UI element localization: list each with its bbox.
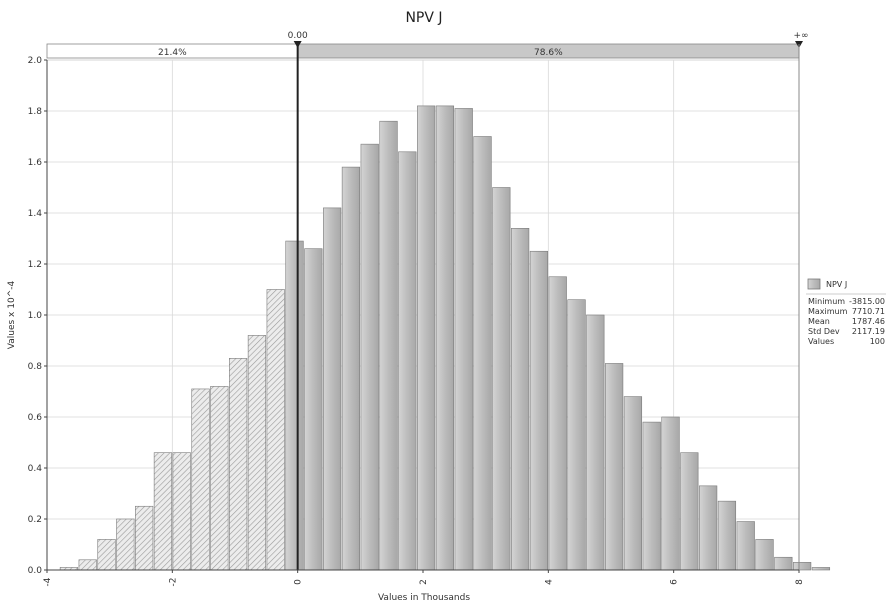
legend-stat-value: 1787.46 xyxy=(852,317,885,326)
y-tick-label: 1.4 xyxy=(28,209,43,219)
histogram-bar xyxy=(699,485,718,571)
histogram-bar xyxy=(341,166,361,571)
histogram-bar xyxy=(323,207,342,571)
histogram-bar xyxy=(473,136,492,571)
y-tick-label: 1.6 xyxy=(28,158,43,168)
histogram-bar xyxy=(285,240,304,571)
delimiter-bar: 21.4% 78.6% 0.00 +∞ xyxy=(46,31,809,570)
histogram-bar xyxy=(153,452,173,571)
legend-stat-label: Values xyxy=(808,337,834,346)
histogram-bar xyxy=(567,299,586,571)
legend-stat-label: Std Dev xyxy=(808,327,840,336)
histogram-bar xyxy=(717,500,737,571)
histogram-bar xyxy=(247,335,267,571)
histogram-bar xyxy=(661,416,680,571)
histogram-bar xyxy=(492,187,511,571)
x-tick-label: -2 xyxy=(168,578,178,587)
histogram-bar xyxy=(435,105,455,571)
histogram-bar xyxy=(605,363,624,571)
histogram-bar xyxy=(97,539,116,571)
delimiter-left-value: 0.00 xyxy=(288,31,308,41)
histogram-bar xyxy=(548,276,567,571)
histogram-bar xyxy=(191,388,210,571)
histogram-bar xyxy=(417,105,436,571)
chart-title: NPV J xyxy=(405,10,442,26)
legend-stat-label: Mean xyxy=(808,317,830,326)
histogram-bars xyxy=(59,105,831,571)
legend-swatch xyxy=(807,278,821,290)
histogram-bar xyxy=(680,452,699,571)
y-tick-label: 0.8 xyxy=(28,362,43,372)
histogram-bar xyxy=(116,518,135,571)
delimiter-left-percent: 21.4% xyxy=(158,48,187,58)
x-tick-label: 4 xyxy=(544,579,554,585)
y-tick-label: 1.8 xyxy=(28,107,43,117)
legend-stat-value: -3815.00 xyxy=(849,297,885,306)
x-axis-label: Values in Thousands xyxy=(378,593,470,603)
histogram-bar xyxy=(172,452,191,571)
y-tick-label: 0.4 xyxy=(28,464,43,474)
delimiter-right-value: +∞ xyxy=(793,31,808,41)
axes: 0.0 0.2 0.4 0.6 0.8 1.0 1.2 1.4 1.6 1.8 2.0 -4 -2 0 2 4… xyxy=(28,56,805,586)
y-tick-label: 1.0 xyxy=(28,311,43,321)
histogram-bar xyxy=(360,143,379,571)
histogram-bar xyxy=(78,559,97,571)
x-tick-label: 8 xyxy=(795,579,805,585)
histogram-bar xyxy=(642,421,661,571)
delimiter-right-percent: 78.6% xyxy=(534,48,563,58)
x-tick-label: 6 xyxy=(670,579,680,585)
y-tick-label: 1.2 xyxy=(28,260,42,270)
y-axis-label: Values x 10^-4 xyxy=(7,281,17,350)
legend-stat-label: Minimum xyxy=(808,297,845,306)
y-tick-label: 0.0 xyxy=(28,566,43,576)
x-tick-label: -4 xyxy=(43,577,53,586)
histogram-bar xyxy=(811,567,831,571)
x-tick-label: 2 xyxy=(419,579,429,585)
histogram-bar xyxy=(529,250,549,571)
y-tick-label: 0.6 xyxy=(28,413,43,423)
histogram-bar xyxy=(586,314,605,571)
histogram-bar xyxy=(755,539,774,571)
y-tick-label: 2.0 xyxy=(28,56,43,66)
histogram-bar xyxy=(266,289,285,571)
histogram-bar xyxy=(229,358,248,571)
legend-stat-value: 100 xyxy=(870,337,885,346)
y-tick-label: 0.2 xyxy=(28,515,42,525)
histogram-bar xyxy=(454,108,473,571)
histogram-bar xyxy=(774,556,793,571)
histogram-bar xyxy=(379,120,398,571)
legend-series-name: NPV J xyxy=(826,280,847,289)
legend-stat-label: Maximum xyxy=(808,307,848,316)
legend-stat-value: 7710.71 xyxy=(852,307,885,316)
histogram-bar xyxy=(623,396,643,571)
histogram-bar xyxy=(135,505,154,571)
legend-stat-value: 2117.19 xyxy=(852,327,885,336)
histogram-bar xyxy=(793,562,812,571)
histogram-bar xyxy=(398,151,417,571)
histogram-bar xyxy=(210,386,229,571)
histogram-bar xyxy=(304,248,323,571)
x-tick-label: 0 xyxy=(294,579,304,585)
histogram-bar xyxy=(511,228,530,571)
histogram-bar xyxy=(736,521,755,571)
